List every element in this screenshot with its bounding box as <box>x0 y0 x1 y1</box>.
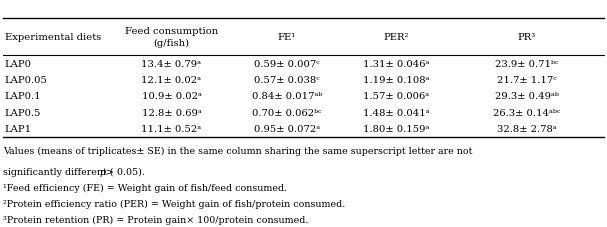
Text: LAP0.05: LAP0.05 <box>5 76 48 85</box>
Text: 0.59± 0.007ᶜ: 0.59± 0.007ᶜ <box>254 59 320 68</box>
Text: 10.9± 0.02ᵃ: 10.9± 0.02ᵃ <box>141 92 202 101</box>
Text: 0.57± 0.038ᶜ: 0.57± 0.038ᶜ <box>254 76 320 85</box>
Text: 12.8± 0.69ᵃ: 12.8± 0.69ᵃ <box>141 108 202 117</box>
Text: ³Protein retention (PR) = Protein gain× 100/protein consumed.: ³Protein retention (PR) = Protein gain× … <box>3 215 308 224</box>
Text: Experimental diets: Experimental diets <box>5 33 101 42</box>
Text: 12.1± 0.02ᵃ: 12.1± 0.02ᵃ <box>141 76 202 85</box>
Text: 21.7± 1.17ᶜ: 21.7± 1.17ᶜ <box>497 76 557 85</box>
Text: 1.31± 0.046ᵃ: 1.31± 0.046ᵃ <box>363 59 429 68</box>
Text: LAP0: LAP0 <box>5 59 32 68</box>
Text: 32.8± 2.78ᵃ: 32.8± 2.78ᵃ <box>497 125 557 134</box>
Text: 0.84± 0.017ᵃᵇ: 0.84± 0.017ᵃᵇ <box>252 92 322 101</box>
Text: Feed consumption
(g/fish): Feed consumption (g/fish) <box>125 27 218 47</box>
Text: ²Protein efficiency ratio (PER) = Weight gain of fish/protein consumed.: ²Protein efficiency ratio (PER) = Weight… <box>3 199 345 208</box>
Text: 29.3± 0.49ᵃᵇ: 29.3± 0.49ᵃᵇ <box>495 92 558 101</box>
Text: ¹Feed efficiency (FE) = Weight gain of fish/feed consumed.: ¹Feed efficiency (FE) = Weight gain of f… <box>3 183 287 192</box>
Text: 0.95± 0.072ᵃ: 0.95± 0.072ᵃ <box>254 125 320 134</box>
Text: > 0.05).: > 0.05). <box>103 167 145 176</box>
Text: LAP0.5: LAP0.5 <box>5 108 41 117</box>
Text: 11.1± 0.52ᵃ: 11.1± 0.52ᵃ <box>141 125 202 134</box>
Text: 1.80± 0.159ᵃ: 1.80± 0.159ᵃ <box>363 125 429 134</box>
Text: p: p <box>100 167 106 176</box>
Text: PR³: PR³ <box>517 33 536 42</box>
Text: Values (means of triplicates± SE) in the same column sharing the same superscrip: Values (means of triplicates± SE) in the… <box>3 146 472 155</box>
Text: LAP1: LAP1 <box>5 125 32 134</box>
Text: significantly different (: significantly different ( <box>3 167 114 176</box>
Text: 26.3± 0.14ᵃᵇᶜ: 26.3± 0.14ᵃᵇᶜ <box>493 108 560 117</box>
Text: 1.19± 0.108ᵃ: 1.19± 0.108ᵃ <box>363 76 429 85</box>
Text: 23.9± 0.71ᵇᶜ: 23.9± 0.71ᵇᶜ <box>495 59 558 68</box>
Text: 0.70± 0.062ᵇᶜ: 0.70± 0.062ᵇᶜ <box>252 108 322 117</box>
Text: FE¹: FE¹ <box>277 33 296 42</box>
Text: 1.57± 0.006ᵃ: 1.57± 0.006ᵃ <box>363 92 429 101</box>
Text: PER²: PER² <box>383 33 409 42</box>
Text: LAP0.1: LAP0.1 <box>5 92 41 101</box>
Text: 1.48± 0.041ᵃ: 1.48± 0.041ᵃ <box>363 108 429 117</box>
Text: 13.4± 0.79ᵃ: 13.4± 0.79ᵃ <box>141 59 202 68</box>
